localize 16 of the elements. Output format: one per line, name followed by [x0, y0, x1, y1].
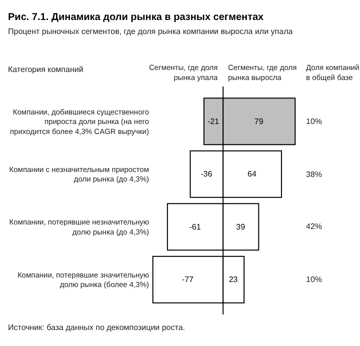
- text: 10%: [306, 275, 322, 284]
- data-label: 39: [236, 222, 246, 232]
- data-label: -77: [182, 275, 194, 284]
- data-label: -36: [200, 170, 213, 179]
- data-label: 64: [248, 170, 258, 179]
- y-axis-title: Категория компаний: [8, 65, 84, 74]
- text: 42%: [306, 222, 322, 231]
- text: Источник: база данных по декомпозиции роста.: [8, 323, 185, 332]
- chart-title: Рис. 7.1. Динамика доли рынка в разных сегментах: [8, 12, 264, 23]
- text: 10%: [306, 117, 322, 126]
- data-label: 23: [228, 275, 238, 284]
- chart-subtitle: Процент рыночных сегментов, где доля рынка компании выросла или упала: [8, 27, 294, 36]
- data-label: 79: [254, 116, 264, 126]
- data-label: -61: [189, 222, 202, 232]
- data-label: -21: [207, 116, 220, 126]
- text: 38%: [306, 170, 322, 179]
